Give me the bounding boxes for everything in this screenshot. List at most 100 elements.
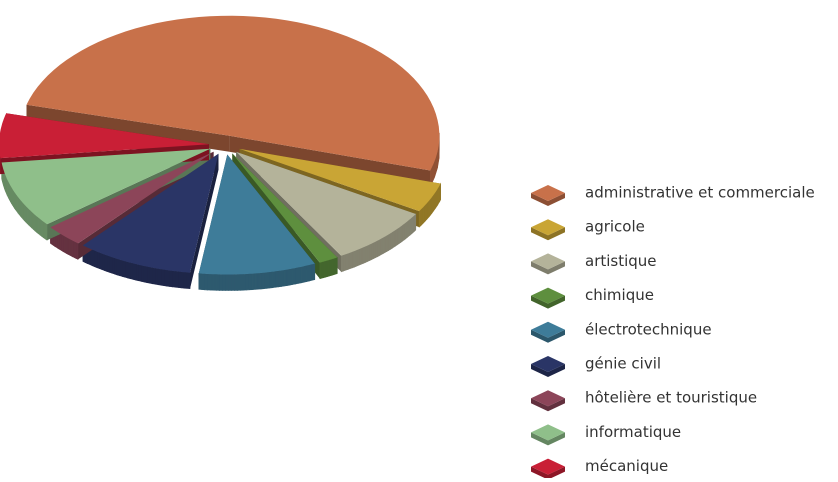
slice-side: [307, 265, 310, 282]
slice-side: [226, 275, 229, 291]
slice-side: [112, 257, 115, 274]
slice-side: [152, 268, 155, 285]
slice-side: [243, 274, 246, 290]
slice-side: [220, 274, 223, 290]
slice-side: [309, 264, 312, 281]
slice-side: [136, 264, 139, 281]
slice-side: [109, 256, 112, 273]
slice-side: [228, 275, 231, 291]
slice-side: [352, 251, 354, 268]
slice-side: [115, 258, 118, 275]
slice-side: [264, 272, 267, 288]
slice-side: [341, 255, 343, 272]
slice-side: [125, 261, 128, 278]
legend-label: génie civil: [585, 355, 661, 373]
legend-label: hôtelière et touristique: [585, 389, 757, 407]
legend-label: électrotechnique: [585, 320, 712, 338]
slice-side: [223, 275, 226, 291]
slice-side: [184, 272, 187, 288]
slice-side: [367, 245, 369, 262]
slice-side: [298, 267, 301, 284]
slice-side: [281, 270, 284, 287]
slice-side: [150, 267, 153, 284]
slice-side: [312, 264, 315, 281]
slice-side: [237, 274, 240, 290]
slice-side: [234, 274, 237, 290]
slice-side: [211, 274, 214, 290]
slice-side: [107, 255, 110, 272]
slice-side: [261, 273, 264, 289]
slice-side: [346, 253, 348, 270]
slice-side: [161, 269, 164, 285]
slice-side: [181, 272, 184, 288]
slice-side: [175, 271, 178, 287]
slice-side: [122, 261, 125, 278]
slice-side: [419, 210, 420, 227]
slice-side: [173, 271, 176, 287]
legend-label: informatique: [585, 423, 681, 441]
slice-side: [270, 272, 273, 288]
slice-side: [102, 254, 105, 271]
slice-side: [304, 266, 307, 283]
slice-side: [170, 271, 173, 287]
slice-side: [276, 271, 279, 287]
slice-side: [363, 247, 365, 264]
legend-label: artistique: [585, 252, 657, 270]
slice-side: [144, 266, 147, 283]
slice-side: [202, 274, 205, 290]
slice-side: [361, 247, 363, 264]
slice-side: [249, 274, 252, 290]
slice-side: [214, 274, 217, 290]
slice-side: [139, 265, 142, 282]
slice-side: [359, 248, 361, 265]
slice-side: [246, 274, 249, 290]
legend-label: mécanique: [585, 457, 668, 475]
legend-label: agricole: [585, 218, 645, 236]
slice-side: [301, 266, 304, 283]
slice-side: [284, 270, 287, 286]
slice-side: [187, 272, 190, 288]
slice-side: [120, 260, 123, 277]
slice-side: [273, 271, 276, 287]
slice-side: [97, 252, 100, 269]
slice-side: [130, 263, 133, 280]
legend-label: administrative et commerciale: [585, 184, 815, 202]
slice-side: [231, 274, 234, 290]
slice-side: [92, 250, 94, 267]
slice-side: [344, 254, 346, 271]
slice-side: [164, 270, 167, 287]
slice-side: [158, 269, 161, 286]
slice-side: [287, 269, 290, 286]
slice-side: [104, 255, 107, 272]
slice-side: [141, 265, 144, 282]
slice-side: [255, 273, 258, 289]
legend-label: chimique: [585, 286, 654, 304]
slice-side: [167, 270, 170, 286]
slice-side: [128, 262, 131, 279]
slice-side: [90, 249, 92, 266]
slice-side: [293, 268, 296, 285]
slice-side: [348, 253, 350, 270]
slice-side: [199, 273, 202, 289]
slice-side: [217, 274, 220, 290]
slice-side: [100, 253, 102, 270]
slice-side: [350, 252, 352, 269]
slice-side: [147, 267, 150, 284]
slice-side: [205, 274, 208, 290]
slice-side: [133, 263, 136, 280]
slice-side: [252, 273, 255, 289]
slice-side: [278, 271, 281, 287]
slice-side: [290, 269, 293, 286]
slice-side: [240, 274, 243, 290]
slice-side: [258, 273, 261, 289]
slice-side: [208, 274, 211, 290]
slice-side: [267, 272, 270, 288]
slice-side: [178, 272, 181, 288]
slice-side: [155, 268, 158, 285]
slice-side: [357, 249, 359, 266]
slice-side: [95, 251, 97, 268]
slice-side: [355, 250, 357, 267]
slice-side: [296, 267, 299, 284]
slice-side: [117, 259, 120, 276]
